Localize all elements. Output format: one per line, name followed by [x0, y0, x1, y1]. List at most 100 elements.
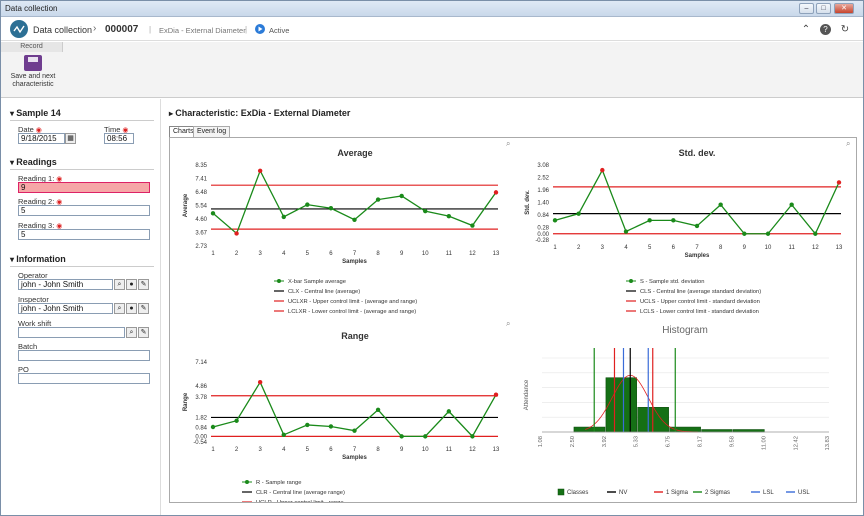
characteristic-title[interactable]: Characteristic: ExDia - External Diamete… [169, 108, 350, 118]
data-point [600, 167, 605, 173]
x-tick-label: 8 [376, 251, 380, 257]
po-field[interactable] [18, 373, 150, 384]
charts-canvas: ⌕ ⌕ ⌕ Average Average Samples 8.35 7.41 6.48 5.54… [183, 139, 850, 516]
clear-icon[interactable]: ✎ [138, 303, 149, 314]
y-tick-label: 8.35 [195, 163, 207, 169]
reading-2-input[interactable]: 5 [18, 205, 150, 216]
data-point [305, 422, 310, 428]
x-tick-label: 5 [306, 251, 310, 257]
data-point [742, 231, 747, 236]
data-point [281, 432, 286, 438]
x-axis-label: Samples [342, 455, 367, 461]
x-tick-label: 11.00 [761, 436, 767, 450]
zoom-icon: ⌕ [506, 319, 510, 328]
data-point [813, 231, 818, 236]
information-section-title[interactable]: Information [10, 254, 66, 264]
series-line [212, 380, 497, 438]
help-icon[interactable]: ? [820, 24, 831, 35]
x-tick-label: 10 [422, 251, 429, 257]
search-icon[interactable]: ⌕ [114, 279, 125, 290]
collapse-icon[interactable]: ⌃ [801, 24, 811, 35]
search-icon[interactable]: ⌕ [126, 327, 137, 338]
data-point [552, 218, 558, 223]
x-tick-label: 10 [765, 245, 772, 251]
work-shift-field[interactable] [18, 327, 125, 338]
data-point [234, 231, 239, 236]
x-tick-label: 2 [235, 251, 239, 257]
y-tick-label: 3.78 [195, 395, 207, 401]
data-point [399, 193, 404, 199]
batch-field[interactable] [18, 350, 150, 361]
x-tick-label: 3 [258, 447, 262, 453]
user-icon[interactable]: ● [126, 303, 137, 314]
x-tick-label: 8.17 [698, 436, 704, 447]
data-point [493, 190, 499, 195]
x-tick-label: 7 [353, 251, 357, 257]
time-field[interactable]: 08:56 [104, 133, 134, 144]
normal-curve [585, 374, 698, 433]
x-tick-label: 3 [601, 245, 605, 251]
legend-entry: S - Sample std. deviation [640, 279, 704, 285]
search-icon[interactable]: ⌕ [114, 303, 125, 314]
x-tick-label: 12.42 [793, 436, 799, 451]
legend-entry: NV [619, 490, 627, 496]
divider [10, 169, 154, 170]
reading-1-input[interactable]: 9 [18, 182, 150, 193]
data-point [210, 211, 216, 216]
user-icon[interactable]: ● [126, 279, 137, 290]
data-point [210, 424, 216, 430]
x-tick-label: 3.92 [602, 436, 608, 447]
save-and-next-button[interactable]: Save and next characteristic [7, 55, 59, 95]
legend-swatch [557, 488, 565, 496]
x-tick-label: 6 [329, 447, 333, 453]
readings-section-title[interactable]: Readings [10, 157, 57, 167]
calendar-icon[interactable]: ▦ [65, 133, 76, 144]
x-tick-label: 6 [329, 251, 333, 257]
data-point [257, 380, 263, 385]
tab-event-log[interactable]: Event log [193, 126, 231, 137]
x-tick-label: 2 [577, 245, 581, 251]
data-point [647, 218, 652, 223]
data-point [257, 168, 263, 173]
reading-1-label: Reading 1: ◉ [18, 174, 63, 183]
data-point [423, 208, 428, 214]
refresh-icon[interactable]: ↻ [840, 24, 850, 35]
y-tick-label: 0.84 [537, 213, 549, 219]
x-tick-label: 9 [743, 245, 747, 251]
clear-icon[interactable]: ✎ [138, 327, 149, 338]
divider [10, 120, 154, 121]
data-point [789, 202, 794, 207]
y-tick-label: 0.00 [537, 232, 549, 238]
ribbon: Record Save and next characteristic [1, 42, 863, 98]
y-tick-label: -0.28 [535, 238, 549, 244]
time-label: Time ◉ [104, 125, 129, 134]
ribbon-tab-record[interactable]: Record [1, 42, 63, 52]
maximize-button[interactable]: □ [816, 3, 831, 14]
x-tick-label: 9 [400, 251, 404, 257]
data-point [328, 206, 334, 211]
clear-icon[interactable]: ✎ [138, 279, 149, 290]
legend-entry: Classes [567, 490, 588, 496]
data-point [446, 409, 452, 414]
data-point [623, 229, 629, 234]
date-field[interactable]: 9/18/2015 [18, 133, 65, 144]
po-label: PO [18, 365, 29, 374]
minimize-button[interactable]: – [799, 3, 814, 14]
data-point [281, 214, 286, 220]
inspector-field[interactable]: john - John Smith [18, 303, 113, 314]
x-tick-label: 2 [235, 447, 239, 453]
data-point [446, 213, 452, 219]
app-logo-icon [10, 20, 28, 38]
left-panel: Sample 14 Date ◉ 9/18/2015 ▦ Time ◉ 08:5… [1, 99, 161, 515]
window-title: Data collection [5, 4, 58, 13]
y-axis-label: Range [183, 392, 189, 411]
sample-section-title[interactable]: Sample 14 [10, 108, 61, 118]
main-panel: Characteristic: ExDia - External Diamete… [163, 99, 863, 516]
y-tick-label: 1.40 [537, 201, 549, 207]
reading-3-input[interactable]: 5 [18, 229, 150, 240]
close-button[interactable]: ✕ [834, 3, 854, 14]
operator-field[interactable]: john - John Smith [18, 279, 113, 290]
data-point [352, 428, 357, 433]
x-tick-label: 12 [812, 245, 819, 251]
